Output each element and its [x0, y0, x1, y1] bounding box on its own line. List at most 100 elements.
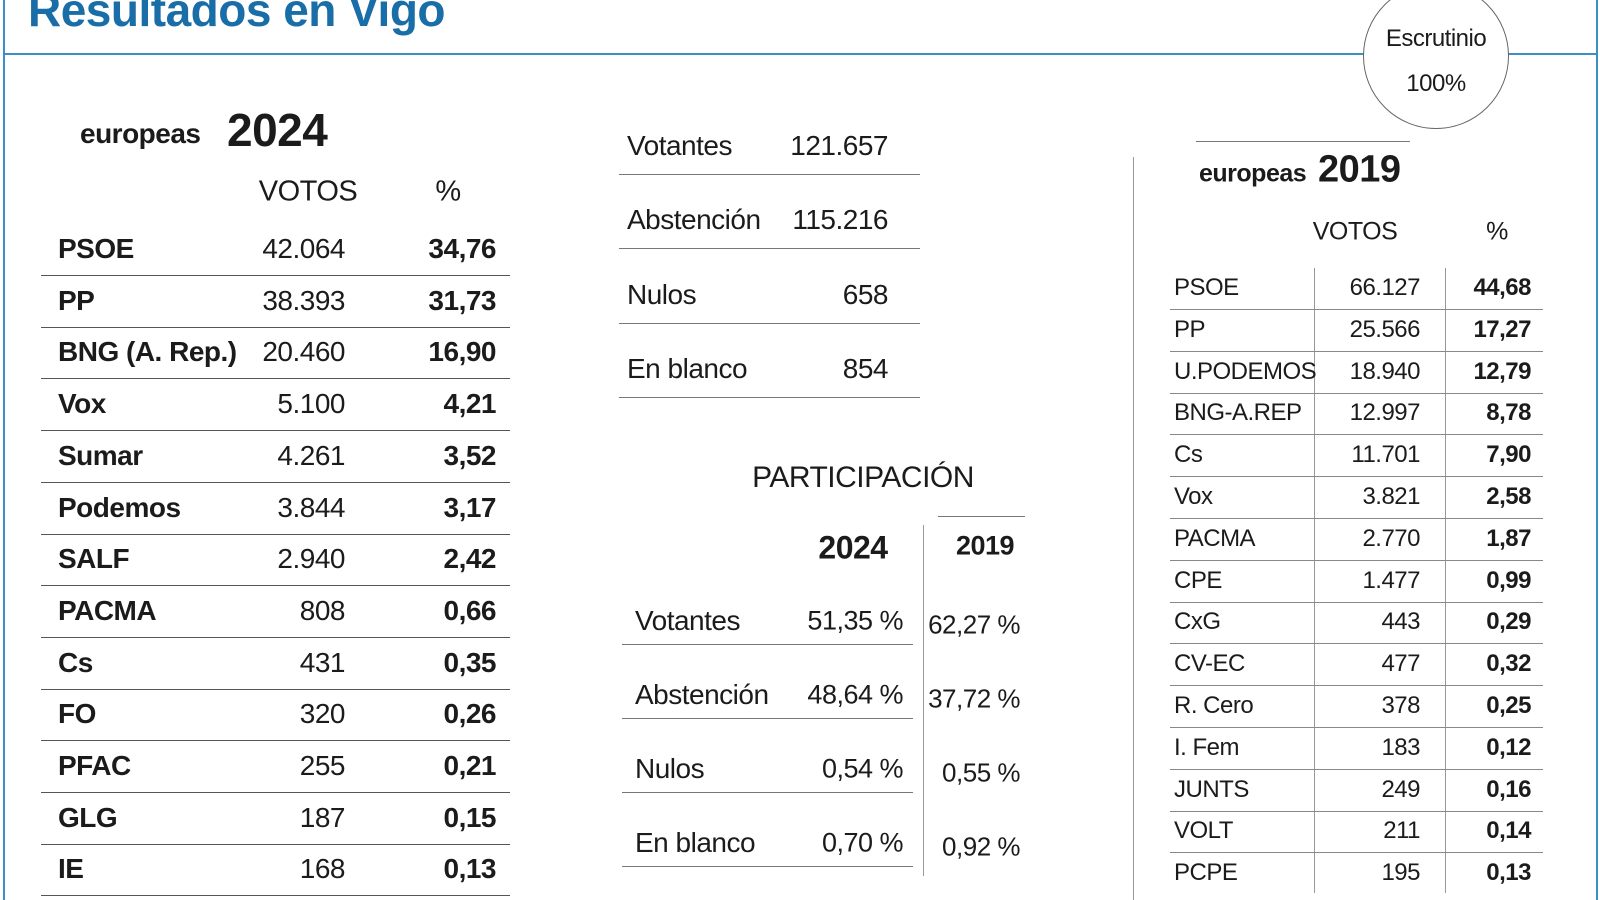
rule	[41, 481, 510, 483]
percent: 0,35	[443, 646, 497, 678]
participation-2019: 62,27 %	[928, 609, 1020, 640]
party-name: JUNTS	[1174, 775, 1249, 803]
rule	[41, 740, 510, 742]
participation-title: PARTICIPACIÓN	[752, 461, 974, 494]
rule	[1170, 685, 1543, 687]
rule	[622, 644, 913, 645]
badge-line: Escrutinio	[1385, 25, 1487, 52]
percent: 0,99	[1486, 566, 1531, 594]
votes: 249	[1381, 775, 1420, 803]
percent: 44,68	[1473, 274, 1531, 301]
votes: 20.460	[262, 336, 345, 368]
party-name: PACMA	[58, 594, 157, 626]
participation-label: En blanco	[635, 827, 756, 858]
party-name: I. Fem	[1174, 733, 1240, 761]
percent: 2,58	[1486, 483, 1531, 510]
divider	[1133, 157, 1134, 900]
column-header: %	[1486, 217, 1508, 246]
rule	[938, 516, 1025, 517]
page-title: Resultados en Vigo	[28, 0, 446, 36]
percent: 0,66	[443, 594, 497, 626]
rule	[1196, 141, 1410, 142]
party-name: CPE	[1174, 566, 1222, 594]
percent: 0,13	[1486, 859, 1531, 887]
rule	[1170, 727, 1543, 728]
rule	[1170, 350, 1543, 352]
rule	[41, 843, 510, 845]
rule	[41, 430, 510, 432]
percent: 0,16	[1486, 775, 1531, 803]
party-name: CV-EC	[1174, 650, 1245, 678]
votes: 66.127	[1349, 274, 1421, 301]
frame-left	[3, 0, 5, 900]
percent: 34,76	[428, 233, 496, 264]
participation-2019: 37,72 %	[928, 683, 1020, 714]
rule	[41, 533, 510, 535]
rule	[1170, 476, 1543, 478]
votes: 18.940	[1349, 357, 1421, 385]
rule	[619, 248, 920, 250]
column-header: 2024	[818, 529, 888, 566]
summary-value: 854	[842, 352, 889, 384]
votes: 443	[1381, 608, 1420, 636]
summary-label: Nulos	[627, 278, 697, 310]
party-name: PACMA	[1174, 524, 1256, 552]
rule	[1170, 434, 1543, 436]
votes: 431	[299, 646, 346, 678]
column-header: %	[435, 175, 461, 208]
participation-2024: 0,70 %	[821, 827, 904, 858]
party-name: VOLT	[1174, 817, 1233, 845]
badge-line: 100%	[1406, 70, 1466, 97]
participation-2019: 0,55 %	[942, 757, 1020, 788]
participation-label: Abstención	[635, 679, 769, 710]
column-header: 2019	[955, 530, 1015, 561]
votes: 378	[1381, 692, 1420, 719]
percent: 3,17	[443, 491, 497, 523]
percent: 0,25	[1486, 692, 1531, 719]
votes: 3.844	[277, 491, 345, 523]
rule	[619, 174, 920, 175]
participation-2024: 0,54 %	[821, 753, 904, 784]
rule	[41, 636, 510, 638]
rule	[41, 792, 510, 793]
divider	[1445, 268, 1446, 894]
percent: 17,27	[1473, 315, 1531, 343]
votes: 320	[299, 698, 346, 730]
percent: 0,14	[1486, 817, 1531, 845]
badge	[1363, 0, 1509, 129]
rule	[622, 718, 913, 719]
participation-2019: 0,92 %	[942, 831, 1020, 862]
votes: 1.477	[1362, 566, 1420, 594]
votes: 25.566	[1349, 315, 1421, 343]
rule	[1170, 559, 1543, 561]
section-label: europeas	[80, 118, 201, 149]
votes: 2.770	[1362, 524, 1420, 552]
summary-label: Votantes	[627, 130, 732, 161]
section-year: 2019	[1318, 148, 1401, 191]
party-name: BNG-A.REP	[1174, 399, 1302, 427]
votes: 12.997	[1349, 399, 1421, 427]
votes: 2.940	[277, 543, 345, 575]
votes: 187	[299, 801, 346, 833]
party-name: Sumar	[58, 439, 143, 471]
participation-label: Votantes	[635, 605, 740, 636]
percent: 0,21	[443, 750, 497, 781]
rule	[622, 792, 913, 793]
percent: 3,52	[443, 439, 497, 471]
votes: 477	[1381, 650, 1420, 678]
rule	[41, 688, 510, 690]
party-name: U.PODEMOS	[1174, 357, 1317, 385]
participation-2024: 48,64 %	[807, 679, 903, 710]
divider	[1314, 268, 1315, 894]
frame-right	[1596, 0, 1598, 900]
percent: 0,12	[1486, 733, 1531, 761]
percent: 31,73	[428, 284, 496, 316]
votes: 255	[299, 750, 346, 781]
percent: 0,26	[443, 698, 497, 730]
summary-label: Abstención	[627, 204, 761, 236]
votes: 5.100	[277, 388, 345, 420]
party-name: BNG (A. Rep.)	[58, 336, 237, 368]
rule	[1170, 810, 1543, 812]
party-name: R. Cero	[1174, 692, 1254, 719]
